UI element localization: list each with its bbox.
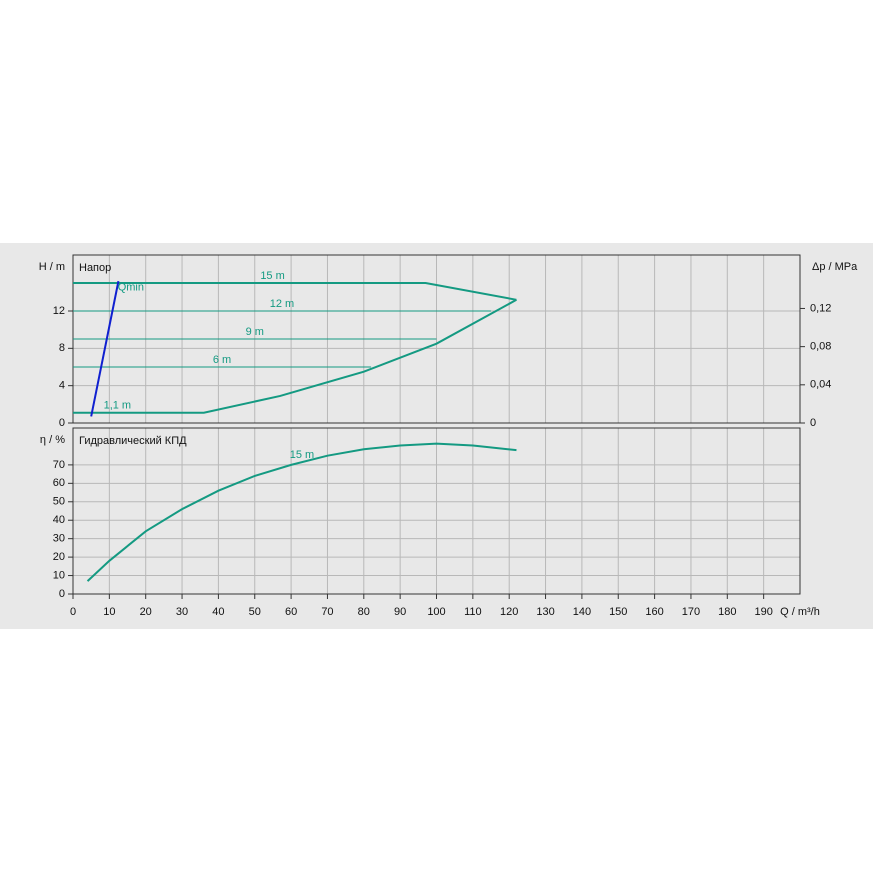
curve-label: 6 m bbox=[213, 354, 231, 366]
x-tick-label: 170 bbox=[682, 606, 700, 618]
y-tick-label: 10 bbox=[53, 569, 65, 581]
x-tick-label: 20 bbox=[140, 606, 152, 618]
y-tick-label: 60 bbox=[53, 477, 65, 489]
x-tick-label: 110 bbox=[464, 606, 482, 618]
curve-label: 15 m bbox=[260, 270, 284, 282]
curve-label: 9 m bbox=[246, 326, 264, 338]
curve-label: Qmin bbox=[118, 282, 144, 294]
plot-title: Напор bbox=[79, 262, 111, 274]
x-tick-label: 140 bbox=[573, 606, 591, 618]
x-tick-label: 180 bbox=[718, 606, 736, 618]
y-tick-label: 8 bbox=[59, 342, 65, 354]
y-tick-label: 4 bbox=[59, 380, 65, 392]
y-tick-label: 12 bbox=[53, 305, 65, 317]
x-tick-label: 150 bbox=[609, 606, 627, 618]
y-tick-label: 30 bbox=[53, 533, 65, 545]
x-tick-label: 50 bbox=[249, 606, 261, 618]
x-tick-label: 10 bbox=[103, 606, 115, 618]
x-tick-label: 40 bbox=[212, 606, 224, 618]
y-tick-label: 50 bbox=[53, 496, 65, 508]
y-axis-label: H / m bbox=[39, 261, 65, 273]
y2-tick-label: 0 bbox=[810, 417, 816, 429]
curve-label: 12 m bbox=[270, 298, 294, 310]
y-tick-label: 0 bbox=[59, 417, 65, 429]
y2-tick-label: 0,08 bbox=[810, 341, 831, 353]
y-tick-label: 20 bbox=[53, 551, 65, 563]
y2-axis-label: Δp / MPa bbox=[812, 261, 858, 273]
curve-label: 1,1 m bbox=[104, 400, 132, 412]
curve bbox=[73, 282, 517, 301]
curve bbox=[73, 298, 517, 414]
curve bbox=[90, 280, 120, 417]
x-tick-label: 190 bbox=[754, 606, 772, 618]
x-axis-label: Q / m³/h bbox=[780, 606, 820, 618]
x-tick-label: 100 bbox=[427, 606, 445, 618]
y-tick-label: 40 bbox=[53, 514, 65, 526]
curve-label: 15 m bbox=[290, 449, 314, 461]
x-tick-label: 0 bbox=[70, 606, 76, 618]
x-tick-label: 90 bbox=[394, 606, 406, 618]
plot-frame bbox=[72, 427, 801, 595]
y2-tick-label: 0,12 bbox=[810, 302, 831, 314]
y-axis-label: η / % bbox=[40, 434, 65, 446]
x-tick-label: 80 bbox=[358, 606, 370, 618]
x-tick-label: 70 bbox=[321, 606, 333, 618]
x-tick-label: 120 bbox=[500, 606, 518, 618]
x-tick-label: 60 bbox=[285, 606, 297, 618]
x-tick-label: 160 bbox=[645, 606, 663, 618]
y-tick-label: 70 bbox=[53, 459, 65, 471]
x-tick-label: 130 bbox=[536, 606, 554, 618]
curve bbox=[86, 442, 517, 582]
y2-tick-label: 0,04 bbox=[810, 379, 831, 391]
y-tick-label: 0 bbox=[59, 588, 65, 600]
plot-title: Гидравлический КПД bbox=[79, 435, 187, 447]
x-tick-label: 30 bbox=[176, 606, 188, 618]
